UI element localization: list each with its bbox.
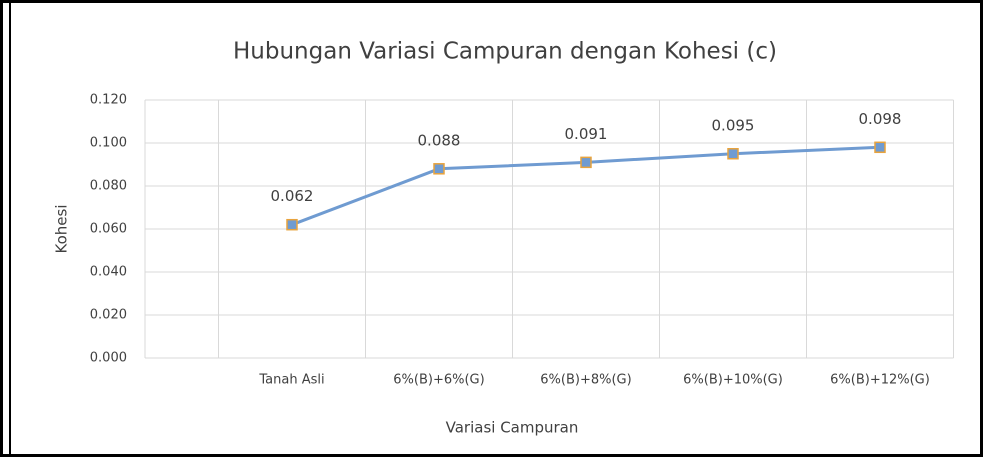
data-label: 0.062 bbox=[271, 187, 314, 205]
data-label: 0.095 bbox=[712, 116, 755, 134]
x-tick-label: 6%(B)+10%(G) bbox=[683, 373, 783, 388]
x-tick-label: Tanah Asli bbox=[258, 373, 324, 388]
y-tick-label: 0.060 bbox=[90, 222, 127, 237]
data-label: 0.098 bbox=[859, 110, 902, 128]
x-tick-label: 6%(B)+6%(G) bbox=[393, 373, 484, 388]
y-axis-title: Kohesi bbox=[53, 205, 71, 254]
data-label: 0.091 bbox=[565, 125, 608, 143]
y-tick-label: 0.120 bbox=[90, 93, 127, 108]
y-tick-label: 0.100 bbox=[90, 136, 127, 151]
x-tick-label: 6%(B)+12%(G) bbox=[830, 373, 930, 388]
marker bbox=[580, 156, 592, 169]
y-tick-label: 0.040 bbox=[90, 265, 127, 280]
x-tick-label: 6%(B)+8%(G) bbox=[540, 373, 631, 388]
marker bbox=[727, 148, 739, 160]
y-tick-label: 0.020 bbox=[90, 308, 127, 323]
marker bbox=[874, 141, 886, 154]
marker bbox=[433, 163, 445, 175]
data-label: 0.088 bbox=[418, 131, 461, 149]
y-tick-label: 0.000 bbox=[90, 351, 127, 366]
y-tick-label: 0.080 bbox=[90, 179, 127, 194]
marker bbox=[286, 218, 298, 231]
x-axis-title: Variasi Campuran bbox=[446, 419, 579, 437]
chart-title: Hubungan Variasi Campuran dengan Kohesi … bbox=[233, 39, 777, 65]
